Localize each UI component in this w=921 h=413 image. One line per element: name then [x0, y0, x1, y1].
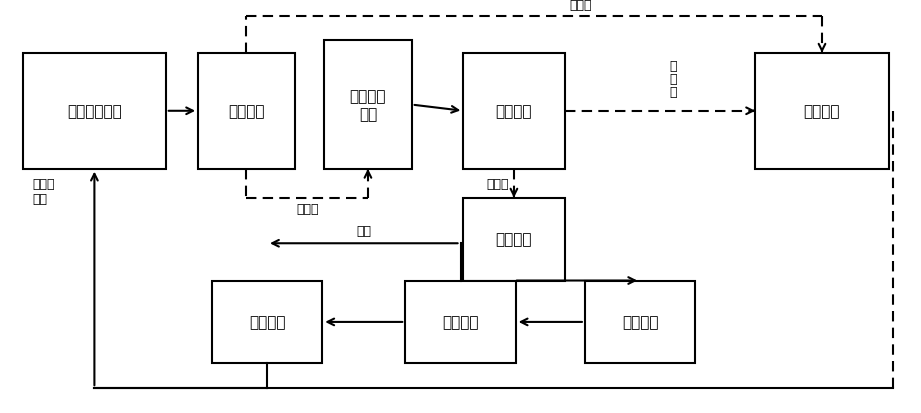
Text: 铁碳脱氯
单元: 铁碳脱氯 单元 — [350, 89, 386, 121]
Text: 焚烧单元: 焚烧单元 — [249, 315, 286, 330]
Text: 外排: 外排 — [356, 225, 371, 237]
Text: 有机氯
废水: 有机氯 废水 — [32, 178, 54, 206]
Text: 絮凝单元: 絮凝单元 — [622, 315, 659, 330]
Bar — [463, 198, 565, 281]
Text: 浓缩液: 浓缩液 — [296, 202, 319, 215]
Bar — [463, 54, 565, 169]
Bar — [324, 41, 412, 169]
Text: 氧化单元: 氧化单元 — [495, 232, 532, 247]
Text: 结晶单元: 结晶单元 — [804, 104, 840, 119]
Text: 超声脱氯单元: 超声脱氯单元 — [67, 104, 122, 119]
Text: 透过液: 透过液 — [569, 0, 591, 12]
Bar — [23, 54, 166, 169]
Bar — [198, 54, 295, 169]
Text: 二次超滤: 二次超滤 — [495, 104, 532, 119]
Bar — [585, 281, 695, 363]
Text: 一次超滤: 一次超滤 — [228, 104, 264, 119]
Text: 浓缩液: 浓缩液 — [487, 177, 509, 190]
Text: 透
过
液: 透 过 液 — [669, 60, 677, 99]
Text: 吸附单元: 吸附单元 — [442, 315, 479, 330]
Bar — [212, 281, 322, 363]
Bar — [755, 54, 889, 169]
Bar — [405, 281, 516, 363]
